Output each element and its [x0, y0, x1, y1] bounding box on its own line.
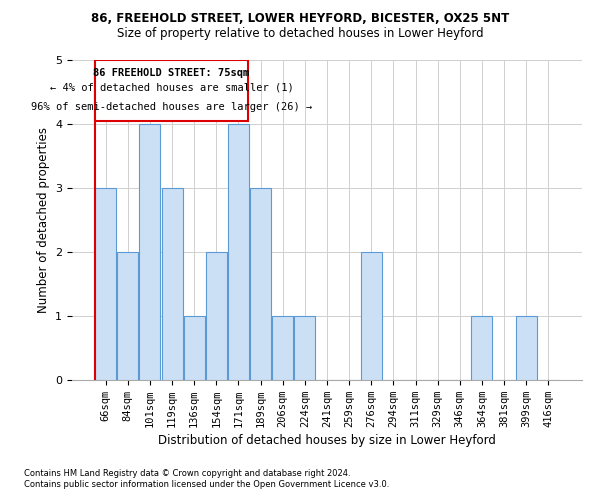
- Text: 86 FREEHOLD STREET: 75sqm: 86 FREEHOLD STREET: 75sqm: [94, 68, 250, 78]
- X-axis label: Distribution of detached houses by size in Lower Heyford: Distribution of detached houses by size …: [158, 434, 496, 447]
- Bar: [95, 60, 248, 121]
- Text: Size of property relative to detached houses in Lower Heyford: Size of property relative to detached ho…: [116, 28, 484, 40]
- Text: ← 4% of detached houses are smaller (1): ← 4% of detached houses are smaller (1): [50, 82, 293, 92]
- Bar: [250, 188, 271, 380]
- Text: Contains HM Land Registry data © Crown copyright and database right 2024.: Contains HM Land Registry data © Crown c…: [24, 468, 350, 477]
- Bar: [228, 124, 249, 380]
- Bar: [206, 252, 227, 380]
- Bar: [161, 188, 182, 380]
- Bar: [139, 124, 160, 380]
- Text: Contains public sector information licensed under the Open Government Licence v3: Contains public sector information licen…: [24, 480, 389, 489]
- Y-axis label: Number of detached properties: Number of detached properties: [37, 127, 50, 313]
- Bar: [472, 316, 493, 380]
- Text: 96% of semi-detached houses are larger (26) →: 96% of semi-detached houses are larger (…: [31, 102, 312, 112]
- Bar: [272, 316, 293, 380]
- Bar: [95, 188, 116, 380]
- Bar: [515, 316, 536, 380]
- Text: 86, FREEHOLD STREET, LOWER HEYFORD, BICESTER, OX25 5NT: 86, FREEHOLD STREET, LOWER HEYFORD, BICE…: [91, 12, 509, 26]
- Bar: [361, 252, 382, 380]
- Bar: [118, 252, 139, 380]
- Bar: [295, 316, 316, 380]
- Bar: [184, 316, 205, 380]
